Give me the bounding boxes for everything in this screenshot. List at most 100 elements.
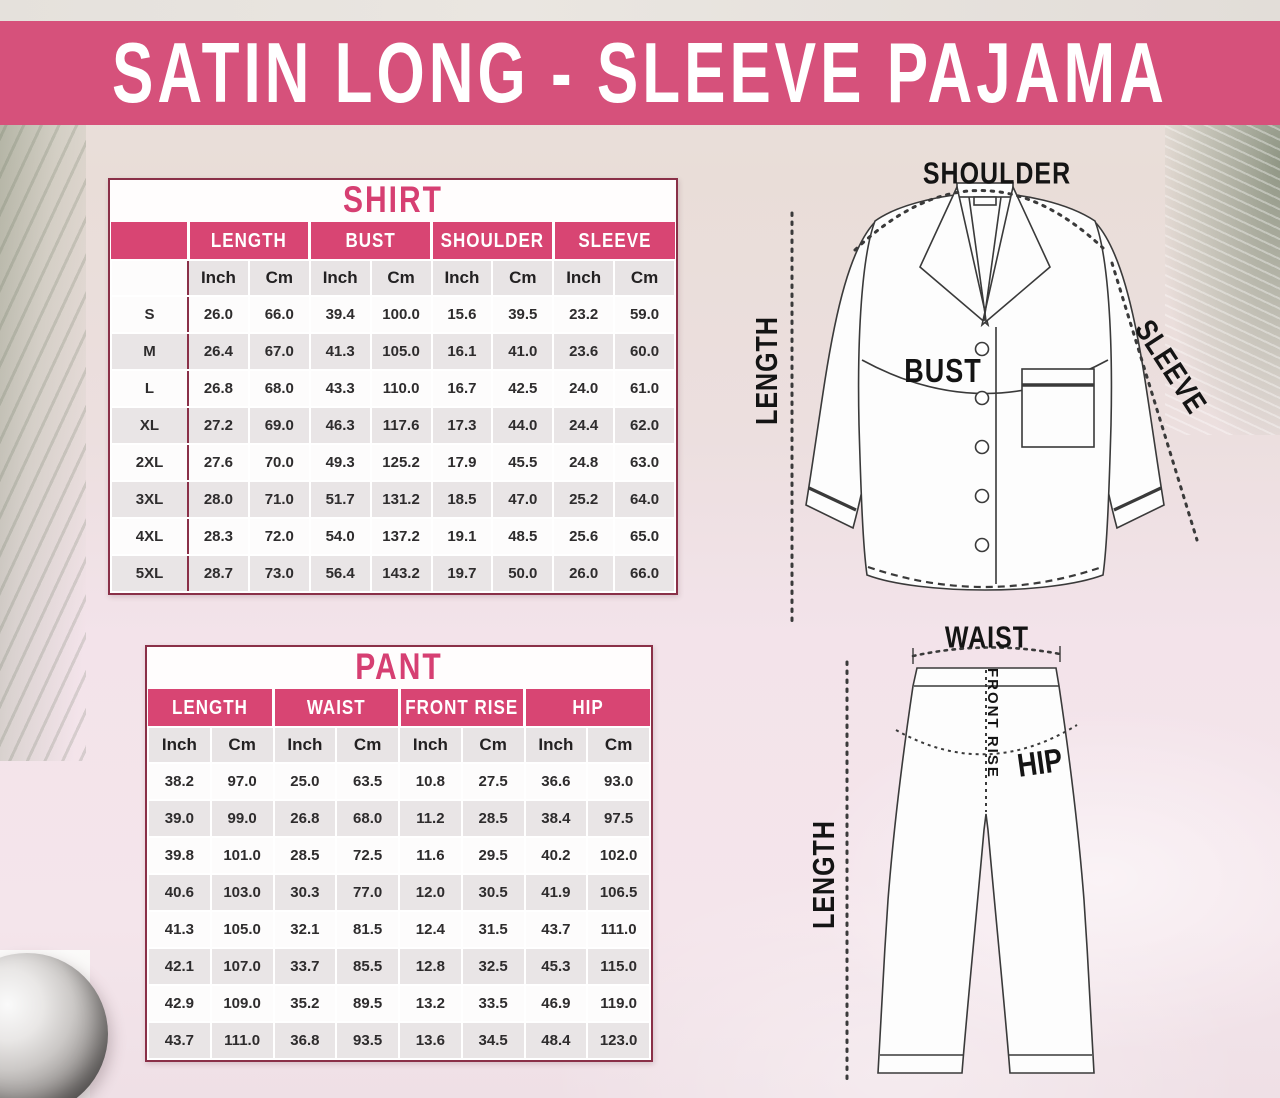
measurement-value: 28.5	[460, 799, 526, 838]
unit-header: Cm	[335, 726, 400, 764]
unit-header: Inch	[430, 259, 494, 297]
measurement-value: 15.6	[430, 295, 494, 334]
measurement-value: 43.3	[308, 369, 372, 408]
measurement-value: 48.5	[491, 517, 555, 556]
measurement-value: 137.2	[369, 517, 433, 556]
measurement-value: 26.8	[272, 799, 338, 838]
table-row: 43.7 111.0 36.8 93.5 13.6 34.5 48.4 123.0	[147, 1021, 651, 1060]
size-label: S	[110, 295, 189, 334]
measurement-value: 68.0	[335, 799, 400, 838]
measurement-value: 23.6	[552, 332, 616, 371]
measurement-value: 25.0	[272, 762, 338, 801]
column-group-header: WAIST	[272, 689, 399, 727]
measurement-value: 25.2	[552, 480, 616, 519]
unit-header: Inch	[398, 726, 463, 764]
table-row: XL 27.2 69.0 46.3 117.6 17.3 44.0 24.4 62.0	[110, 406, 676, 445]
measurement-value: 54.0	[308, 517, 372, 556]
measurement-value: 44.0	[491, 406, 555, 445]
measurement-value: 39.0	[147, 799, 212, 838]
measurement-value: 125.2	[369, 443, 433, 482]
measurement-value: 72.5	[335, 836, 400, 875]
measurement-value: 28.3	[187, 517, 250, 556]
table-title-row: SHIRT	[110, 180, 676, 222]
measurement-value: 28.0	[187, 480, 250, 519]
measurement-value: 38.2	[147, 762, 212, 801]
measurement-value: 93.5	[335, 1021, 400, 1060]
measurement-value: 48.4	[523, 1021, 589, 1060]
measurement-value: 40.2	[523, 836, 589, 875]
measurement-value: 34.5	[460, 1021, 526, 1060]
measurement-value: 119.0	[586, 984, 651, 1023]
measurement-value: 32.5	[460, 947, 526, 986]
measurement-value: 50.0	[491, 554, 555, 593]
measurement-value: 42.1	[147, 947, 212, 986]
measurement-value: 16.7	[430, 369, 494, 408]
measurement-value: 89.5	[335, 984, 400, 1023]
measurement-value: 68.0	[247, 369, 311, 408]
measurement-value: 111.0	[586, 910, 651, 949]
measurement-value: 69.0	[247, 406, 311, 445]
table-row: L 26.8 68.0 43.3 110.0 16.7 42.5 24.0 61.0	[110, 369, 676, 408]
measurement-value: 73.0	[247, 554, 311, 593]
pant-length-label-text: LENGTH	[807, 820, 842, 929]
measurement-value: 67.0	[247, 332, 311, 371]
page-title: SATIN LONG - SLEEVE PAJAMA	[112, 25, 1168, 121]
measurement-value: 26.0	[552, 554, 616, 593]
table-row: 42.9 109.0 35.2 89.5 13.2 33.5 46.9 119.0	[147, 984, 651, 1023]
measurement-value: 36.6	[523, 762, 589, 801]
measurement-value: 12.4	[398, 910, 463, 949]
pant-length-measure-label: LENGTH	[807, 813, 841, 937]
measurement-value: 100.0	[369, 295, 433, 334]
unit-header: Cm	[460, 726, 526, 764]
measurement-value: 93.0	[586, 762, 651, 801]
title-banner: SATIN LONG - SLEEVE PAJAMA	[0, 21, 1280, 125]
size-label: XL	[110, 406, 189, 445]
measurement-value: 109.0	[209, 984, 275, 1023]
measurement-value: 70.0	[247, 443, 311, 482]
measurement-value: 110.0	[369, 369, 433, 408]
measurement-value: 102.0	[586, 836, 651, 875]
measurement-value: 39.8	[147, 836, 212, 875]
shoulder-measure-label: SHOULDER	[922, 157, 1072, 191]
measurement-value: 25.6	[552, 517, 616, 556]
measurement-value: 45.5	[491, 443, 555, 482]
unit-header: Cm	[369, 259, 433, 297]
measurement-value: 64.0	[613, 480, 676, 519]
empty-header-cell	[111, 222, 189, 260]
measurement-value: 10.8	[398, 762, 463, 801]
unit-header: Cm	[586, 726, 651, 764]
column-group-label: BUST	[345, 228, 396, 252]
column-group-header: FRONT RISE	[397, 689, 525, 727]
measurement-value: 19.1	[430, 517, 494, 556]
measurement-value: 66.0	[613, 554, 676, 593]
shirt-illustration	[790, 182, 1199, 629]
measurement-value: 32.1	[272, 910, 338, 949]
measurement-value: 27.2	[187, 406, 250, 445]
column-group-header: LENGTH	[148, 689, 274, 727]
column-group-header: BUST	[308, 222, 432, 260]
measurement-value: 46.9	[523, 984, 589, 1023]
measurement-value: 71.0	[247, 480, 311, 519]
size-label: L	[110, 369, 189, 408]
unit-header: Inch	[308, 259, 372, 297]
measurement-value: 12.8	[398, 947, 463, 986]
pant-table-grid: LENGTH WAIST FRONT RISE HIP Inch Cm Inch Cm Inch…	[147, 689, 651, 1060]
measurement-value: 123.0	[586, 1021, 651, 1060]
measurement-value: 77.0	[335, 873, 400, 912]
table-row: 39.8 101.0 28.5 72.5 11.6 29.5 40.2 102.0	[147, 836, 651, 875]
shirt-length-label-text: LENGTH	[750, 316, 785, 425]
column-group-label: LENGTH	[210, 228, 287, 252]
front-rise-measure-label: FRONT RISE	[984, 668, 1001, 779]
unit-header: Cm	[613, 259, 676, 297]
measurement-value: 12.0	[398, 873, 463, 912]
column-group-label: SLEEVE	[578, 228, 652, 252]
column-group-header: HIP	[523, 689, 650, 727]
measurement-value: 99.0	[209, 799, 275, 838]
unit-header: Cm	[491, 259, 555, 297]
table-row: 4XL 28.3 72.0 54.0 137.2 19.1 48.5 25.6 65.0	[110, 517, 676, 556]
background-top-strip	[0, 0, 1280, 21]
unit-header: Cm	[209, 726, 275, 764]
column-group-header: SLEEVE	[551, 222, 675, 260]
measurement-value: 61.0	[613, 369, 676, 408]
unit-header: Inch	[523, 726, 589, 764]
